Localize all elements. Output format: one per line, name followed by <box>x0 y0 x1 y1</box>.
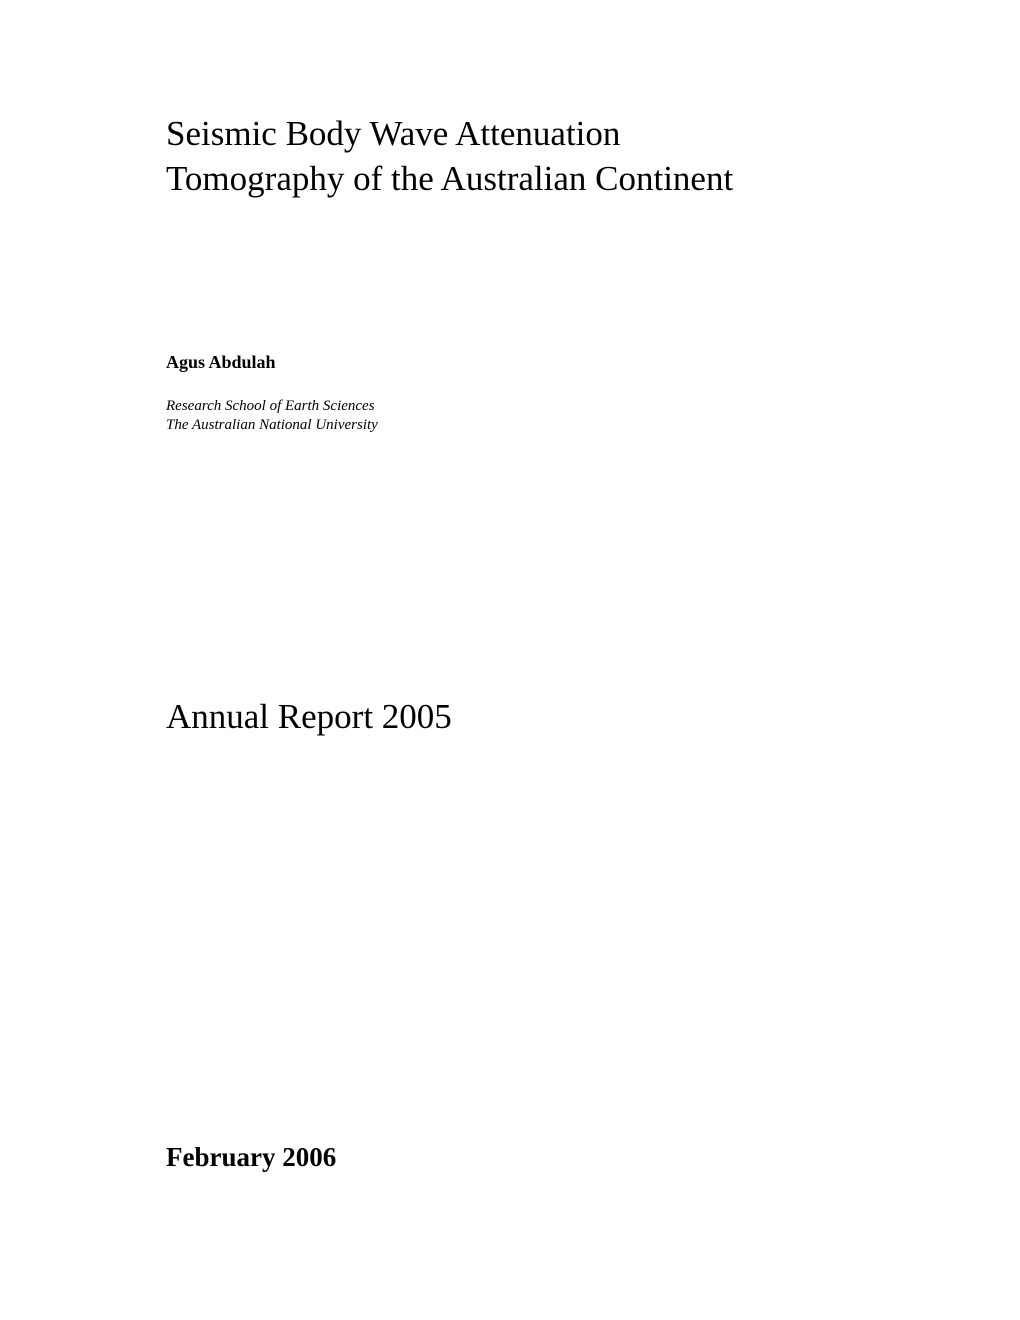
affiliation-line-2: The Australian National University <box>166 416 900 435</box>
affiliation-line-1: Research School of Earth Sciences <box>166 397 900 416</box>
document-title-line-2: Tomography of the Australian Continent <box>166 157 900 202</box>
page-container: Seismic Body Wave Attenuation Tomography… <box>0 0 1020 1173</box>
document-title-line-1: Seismic Body Wave Attenuation <box>166 112 900 157</box>
author-name: Agus Abdulah <box>166 352 900 373</box>
author-section: Agus Abdulah Research School of Earth Sc… <box>166 352 900 435</box>
author-affiliation: Research School of Earth Sciences The Au… <box>166 397 900 435</box>
document-date: February 2006 <box>166 1142 900 1173</box>
report-title: Annual Report 2005 <box>166 697 900 737</box>
